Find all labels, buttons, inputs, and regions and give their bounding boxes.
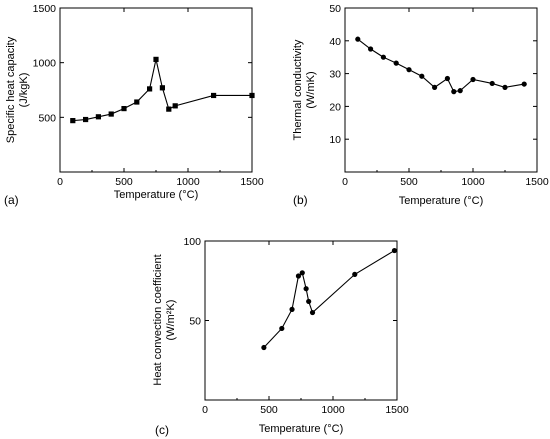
- data-point: [355, 36, 361, 42]
- data-point: [134, 99, 140, 105]
- x-tick-label: 1000: [461, 176, 485, 188]
- x-tick-label: 1500: [525, 176, 549, 188]
- chart-panel-2: 0 500 1000 1500 10 20 30 40 50 Temperature (°C) Th…: [292, 3, 549, 207]
- data-point: [306, 298, 312, 305]
- data-point: [299, 270, 305, 276]
- data-point: [295, 273, 302, 279]
- data-point: [432, 84, 438, 90]
- y-axis-label: Thermal conductivity: [292, 39, 304, 140]
- x-tick-label: 1000: [321, 404, 345, 416]
- data-point: [83, 116, 89, 123]
- plot-frame: [344, 7, 538, 173]
- y-tick-label: 50: [189, 316, 201, 328]
- y-axis-unit-label: (J/kgK): [18, 73, 30, 108]
- x-axis-label: Temperature (°C): [114, 189, 198, 201]
- data-point: [406, 67, 412, 73]
- data-point: [95, 114, 101, 120]
- x-tick-label: 500: [400, 176, 418, 188]
- y-tick-label: 500: [38, 112, 56, 124]
- data-point: [521, 81, 527, 87]
- data-point: [380, 54, 386, 60]
- data-point: [159, 85, 165, 91]
- y-tick-label: 1000: [33, 58, 57, 70]
- y-tick-label: 10: [329, 134, 341, 146]
- panel-label: (b): [293, 193, 308, 207]
- data-point: [70, 118, 76, 124]
- x-tick-label: 1500: [385, 404, 409, 416]
- data-point: [279, 325, 285, 332]
- data-point: [391, 247, 398, 254]
- series-line: [263, 250, 395, 348]
- data-point: [352, 271, 358, 277]
- data-point: [303, 286, 309, 292]
- x-tick-label: 500: [260, 404, 278, 416]
- x-tick-label: 0: [202, 404, 208, 416]
- data-point: [393, 60, 399, 66]
- chart-panel-3: 0 500 1000 1500 50 100 Temperature (°C) Heat co…: [152, 236, 409, 437]
- y-tick-label: 100: [183, 236, 201, 248]
- data-point: [470, 76, 476, 83]
- y-tick-label: 30: [329, 69, 341, 81]
- data-point: [147, 86, 153, 92]
- data-point: [444, 75, 450, 82]
- y-tick-label: 40: [329, 36, 341, 48]
- x-axis-label: Temperature (°C): [259, 423, 343, 435]
- series-line: [357, 38, 525, 93]
- data-point: [153, 56, 159, 62]
- x-tick-label: 1500: [240, 176, 264, 188]
- data-point: [166, 106, 172, 112]
- data-point: [451, 89, 457, 95]
- x-tick-label: 0: [342, 176, 348, 188]
- data-point: [457, 88, 463, 94]
- data-point: [261, 344, 267, 351]
- data-point: [368, 46, 374, 52]
- x-tick-label: 1000: [176, 176, 200, 188]
- y-axis-label: Heat convection coefficient: [152, 254, 164, 385]
- data-point: [108, 111, 114, 117]
- y-tick-label: 1500: [33, 3, 57, 15]
- plot-frame: [204, 240, 398, 401]
- y-axis-unit-label: (W/mK): [305, 71, 317, 108]
- data-point: [419, 73, 425, 79]
- data-point: [121, 105, 127, 112]
- data-point: [502, 84, 508, 90]
- y-tick-label: 50: [329, 3, 341, 15]
- data-point: [489, 80, 495, 87]
- chart-panel-1: 0 500 1000 1500 500 1000 1500 Temperature (°C) S…: [4, 3, 264, 207]
- data-point: [211, 92, 217, 99]
- data-point: [172, 103, 178, 109]
- y-tick-label: 20: [329, 101, 341, 113]
- data-point: [249, 92, 255, 99]
- data-point: [289, 306, 295, 312]
- panel-label: (a): [4, 193, 19, 207]
- x-axis-label: Temperature (°C): [399, 195, 483, 207]
- panel-label: (c): [155, 423, 169, 437]
- x-tick-label: 500: [115, 176, 133, 188]
- y-axis-unit-label: (W/m²K): [165, 300, 177, 341]
- y-axis-label: Specific heat capacity: [5, 36, 17, 143]
- x-tick-label: 0: [57, 176, 63, 188]
- plot-frame: [59, 7, 253, 173]
- data-point: [309, 309, 316, 316]
